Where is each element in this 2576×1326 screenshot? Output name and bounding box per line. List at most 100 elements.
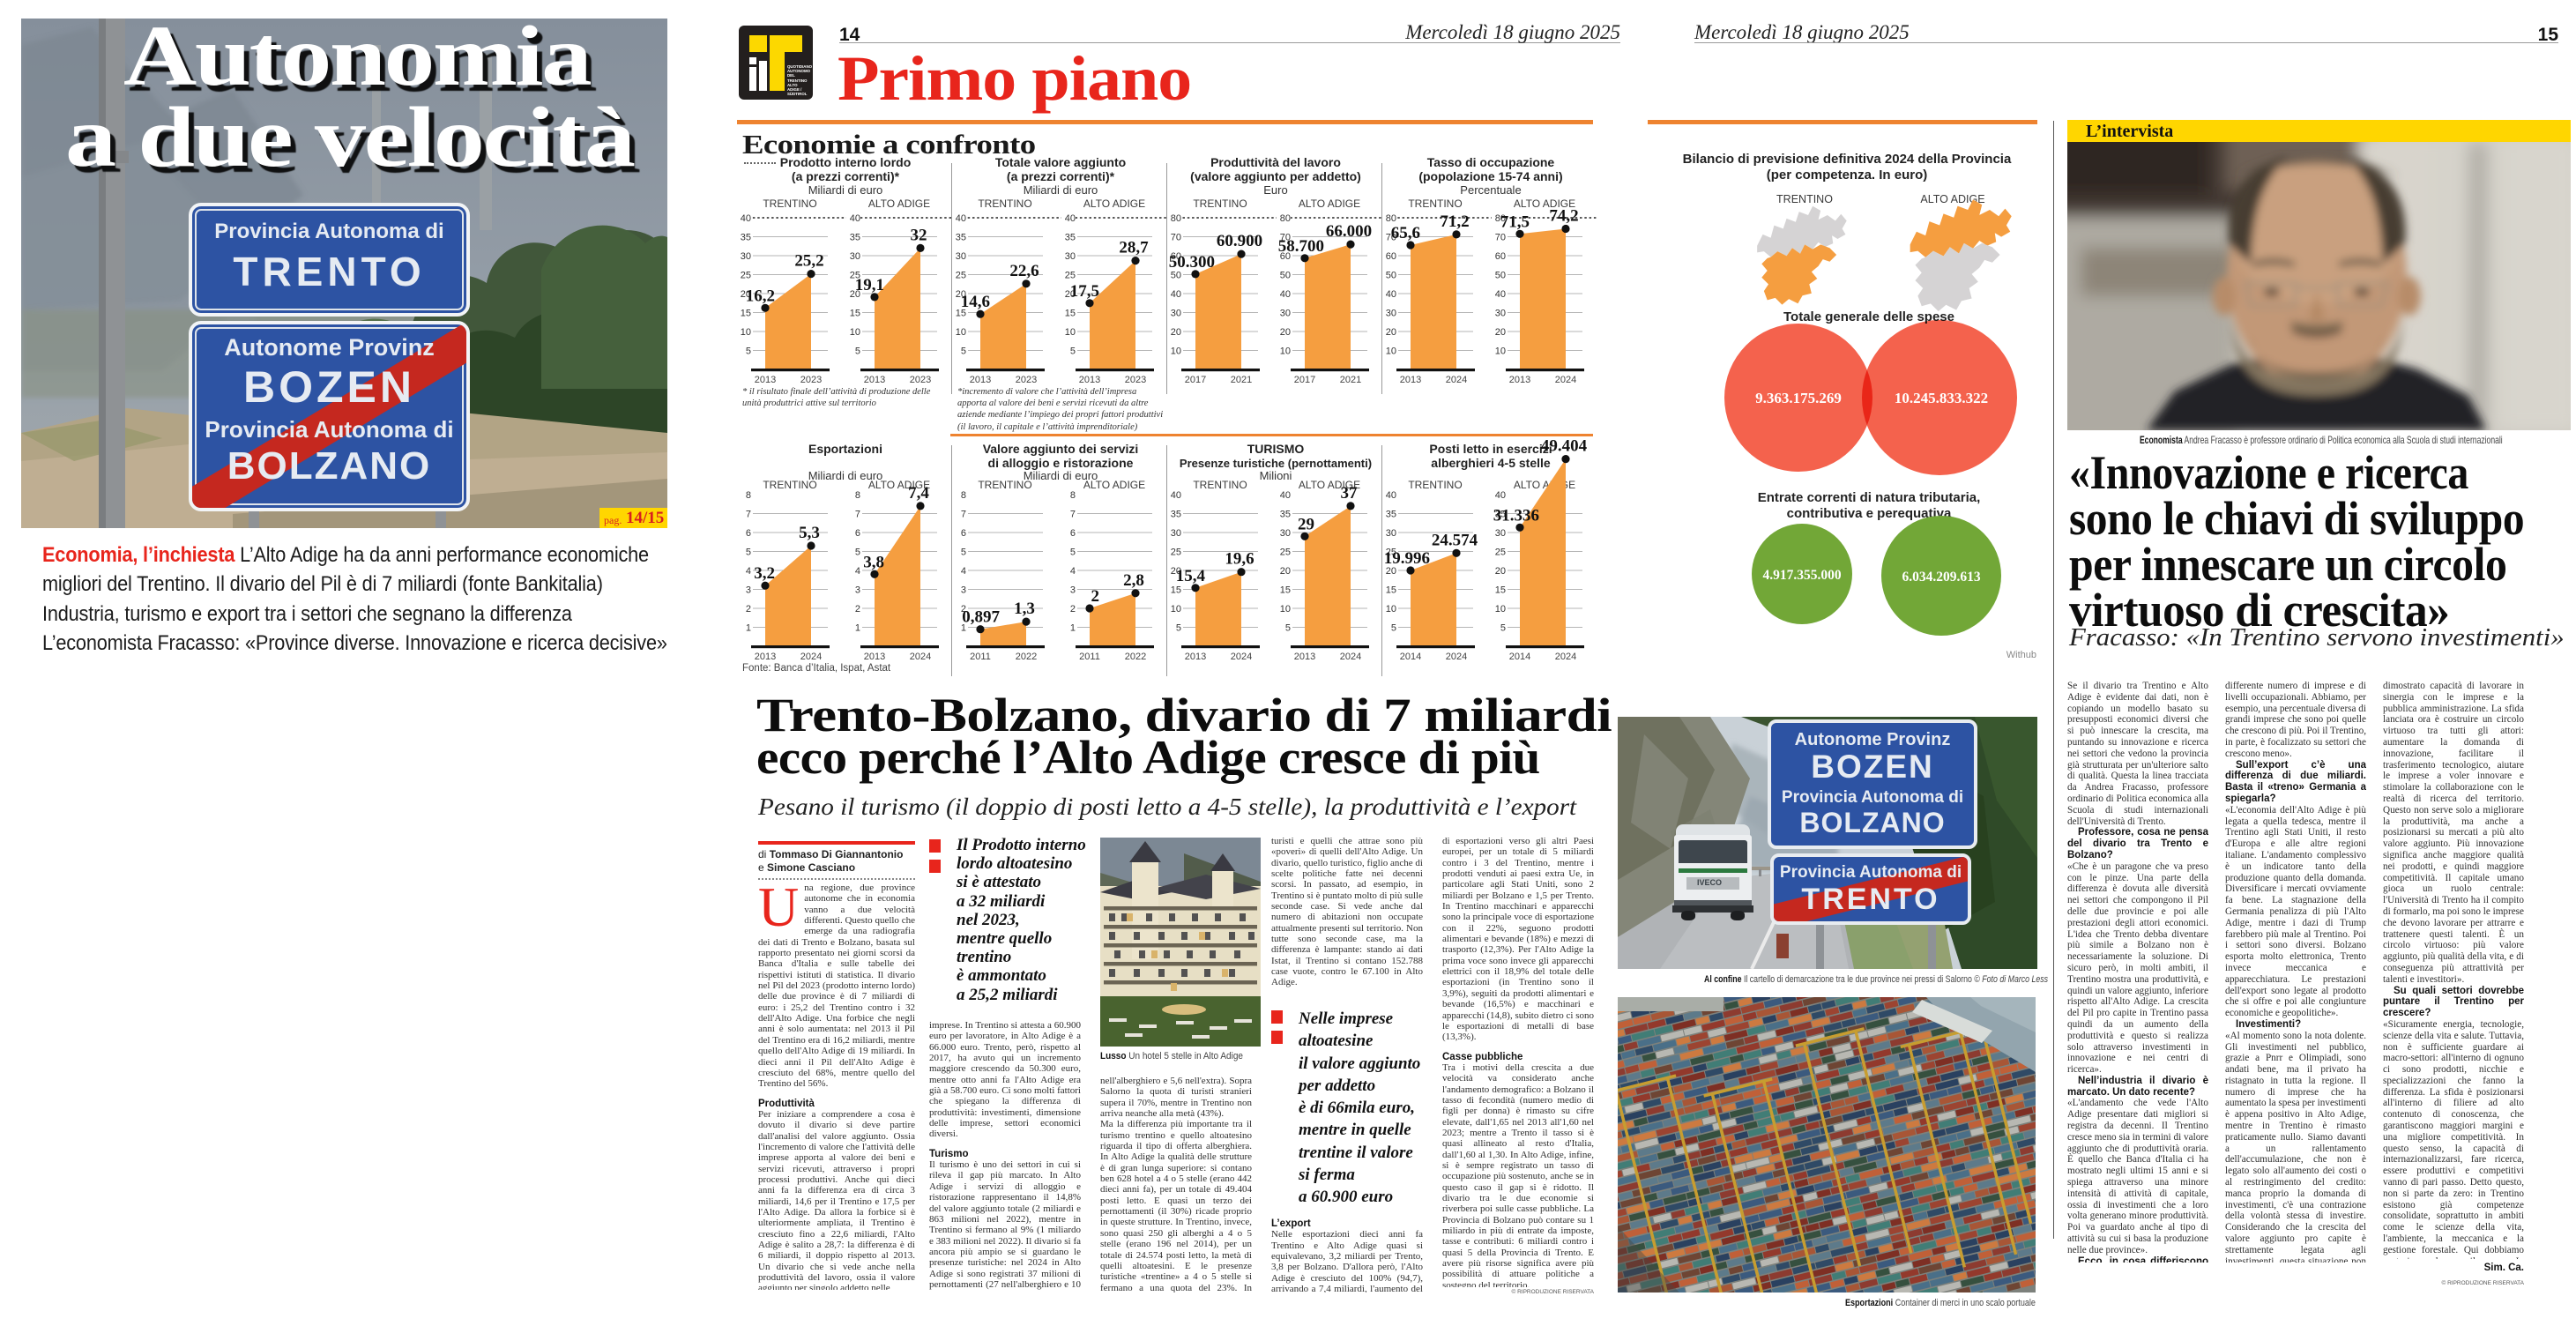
svg-text:60: 60 bbox=[1386, 251, 1396, 262]
svg-text:32: 32 bbox=[911, 226, 927, 244]
svg-text:1,3: 1,3 bbox=[1014, 600, 1035, 618]
svg-text:20: 20 bbox=[956, 289, 966, 300]
svg-text:2013: 2013 bbox=[864, 375, 885, 385]
svg-text:2017: 2017 bbox=[1185, 375, 1206, 385]
svg-text:7: 7 bbox=[1070, 510, 1076, 520]
svg-text:5: 5 bbox=[961, 548, 966, 558]
svg-text:4.917.355.000: 4.917.355.000 bbox=[1762, 568, 1841, 583]
svg-text:66.000: 66.000 bbox=[1326, 222, 1372, 241]
svg-text:2022: 2022 bbox=[1125, 652, 1146, 662]
svg-text:1: 1 bbox=[1070, 623, 1076, 634]
svg-text:6: 6 bbox=[1070, 528, 1076, 539]
svg-text:5: 5 bbox=[1176, 623, 1181, 634]
svg-text:25: 25 bbox=[1280, 548, 1291, 558]
svg-text:60: 60 bbox=[1495, 251, 1506, 262]
svg-text:2013: 2013 bbox=[1079, 375, 1100, 385]
svg-text:25: 25 bbox=[1171, 548, 1181, 558]
svg-text:20: 20 bbox=[1280, 566, 1291, 577]
svg-text:20: 20 bbox=[1386, 327, 1396, 338]
svg-text:10: 10 bbox=[1171, 604, 1181, 615]
svg-text:15,4: 15,4 bbox=[1176, 567, 1206, 585]
svg-text:2024: 2024 bbox=[910, 652, 931, 662]
svg-text:2024: 2024 bbox=[800, 652, 822, 662]
svg-text:4: 4 bbox=[1070, 566, 1076, 577]
svg-text:8: 8 bbox=[1070, 490, 1076, 501]
svg-text:2013: 2013 bbox=[1294, 652, 1315, 662]
svg-text:2: 2 bbox=[746, 604, 751, 615]
svg-text:10: 10 bbox=[1065, 327, 1076, 338]
svg-text:17,5: 17,5 bbox=[1070, 282, 1099, 301]
svg-text:30: 30 bbox=[1495, 309, 1506, 319]
svg-text:30: 30 bbox=[1386, 528, 1396, 539]
svg-text:3: 3 bbox=[1070, 585, 1076, 596]
svg-text:40: 40 bbox=[1386, 490, 1396, 501]
svg-text:2013: 2013 bbox=[755, 652, 776, 662]
svg-text:30: 30 bbox=[741, 251, 751, 262]
svg-text:30: 30 bbox=[1386, 309, 1396, 319]
svg-text:2024: 2024 bbox=[1231, 652, 1252, 662]
svg-text:50: 50 bbox=[1280, 271, 1291, 281]
svg-text:3: 3 bbox=[961, 585, 966, 596]
svg-text:5: 5 bbox=[1070, 346, 1076, 357]
svg-text:20: 20 bbox=[741, 289, 751, 300]
svg-text:15: 15 bbox=[956, 309, 966, 319]
svg-text:7,4: 7,4 bbox=[908, 484, 929, 503]
svg-text:20: 20 bbox=[1171, 327, 1181, 338]
svg-text:15: 15 bbox=[1495, 585, 1506, 596]
svg-text:30: 30 bbox=[1280, 309, 1291, 319]
svg-text:2023: 2023 bbox=[1016, 375, 1037, 385]
svg-text:35: 35 bbox=[1386, 510, 1396, 520]
svg-text:40: 40 bbox=[1280, 289, 1291, 300]
svg-text:35: 35 bbox=[1495, 510, 1506, 520]
svg-text:65,6: 65,6 bbox=[1391, 224, 1420, 242]
svg-text:5: 5 bbox=[855, 346, 860, 357]
svg-text:3: 3 bbox=[746, 585, 751, 596]
svg-text:35: 35 bbox=[1280, 510, 1291, 520]
svg-text:2: 2 bbox=[1070, 604, 1076, 615]
svg-text:2,8: 2,8 bbox=[1123, 571, 1144, 590]
svg-text:20: 20 bbox=[1171, 566, 1181, 577]
svg-text:25: 25 bbox=[850, 271, 860, 281]
svg-text:5: 5 bbox=[855, 548, 860, 558]
svg-text:8: 8 bbox=[746, 490, 751, 501]
svg-text:50: 50 bbox=[1495, 271, 1506, 281]
svg-text:50.300: 50.300 bbox=[1169, 253, 1215, 272]
svg-text:35: 35 bbox=[850, 233, 860, 243]
svg-text:40: 40 bbox=[741, 213, 751, 224]
svg-text:25,2: 25,2 bbox=[794, 252, 823, 271]
svg-text:35: 35 bbox=[1065, 233, 1076, 243]
svg-text:40: 40 bbox=[1065, 213, 1076, 224]
svg-text:35: 35 bbox=[1171, 510, 1181, 520]
svg-text:35: 35 bbox=[956, 233, 966, 243]
svg-text:2021: 2021 bbox=[1231, 375, 1252, 385]
svg-text:40: 40 bbox=[1171, 289, 1181, 300]
svg-text:58.700: 58.700 bbox=[1278, 237, 1324, 256]
svg-text:49.404: 49.404 bbox=[1541, 439, 1588, 456]
svg-text:30: 30 bbox=[1065, 251, 1076, 262]
svg-text:40: 40 bbox=[1386, 289, 1396, 300]
svg-text:2024: 2024 bbox=[1555, 375, 1576, 385]
svg-text:7: 7 bbox=[855, 510, 860, 520]
svg-text:2013: 2013 bbox=[1509, 375, 1530, 385]
svg-text:10: 10 bbox=[1386, 604, 1396, 615]
svg-text:5: 5 bbox=[1391, 623, 1396, 634]
svg-text:2013: 2013 bbox=[1185, 652, 1206, 662]
svg-text:5: 5 bbox=[961, 346, 966, 357]
svg-text:1: 1 bbox=[855, 623, 860, 634]
svg-text:2023: 2023 bbox=[910, 375, 931, 385]
svg-text:2023: 2023 bbox=[1125, 375, 1146, 385]
svg-text:20: 20 bbox=[1280, 327, 1291, 338]
svg-text:80: 80 bbox=[1386, 213, 1396, 224]
svg-text:4: 4 bbox=[961, 566, 966, 577]
svg-text:80: 80 bbox=[1280, 213, 1291, 224]
svg-text:15: 15 bbox=[1386, 585, 1396, 596]
svg-text:7: 7 bbox=[961, 510, 966, 520]
svg-text:5: 5 bbox=[1500, 623, 1506, 634]
svg-text:20: 20 bbox=[1495, 566, 1506, 577]
svg-text:30: 30 bbox=[1171, 528, 1181, 539]
svg-text:40: 40 bbox=[1495, 490, 1506, 501]
svg-text:2014: 2014 bbox=[1509, 652, 1530, 662]
svg-text:19.996: 19.996 bbox=[1384, 549, 1430, 568]
svg-text:70: 70 bbox=[1495, 233, 1506, 243]
svg-text:1: 1 bbox=[746, 623, 751, 634]
